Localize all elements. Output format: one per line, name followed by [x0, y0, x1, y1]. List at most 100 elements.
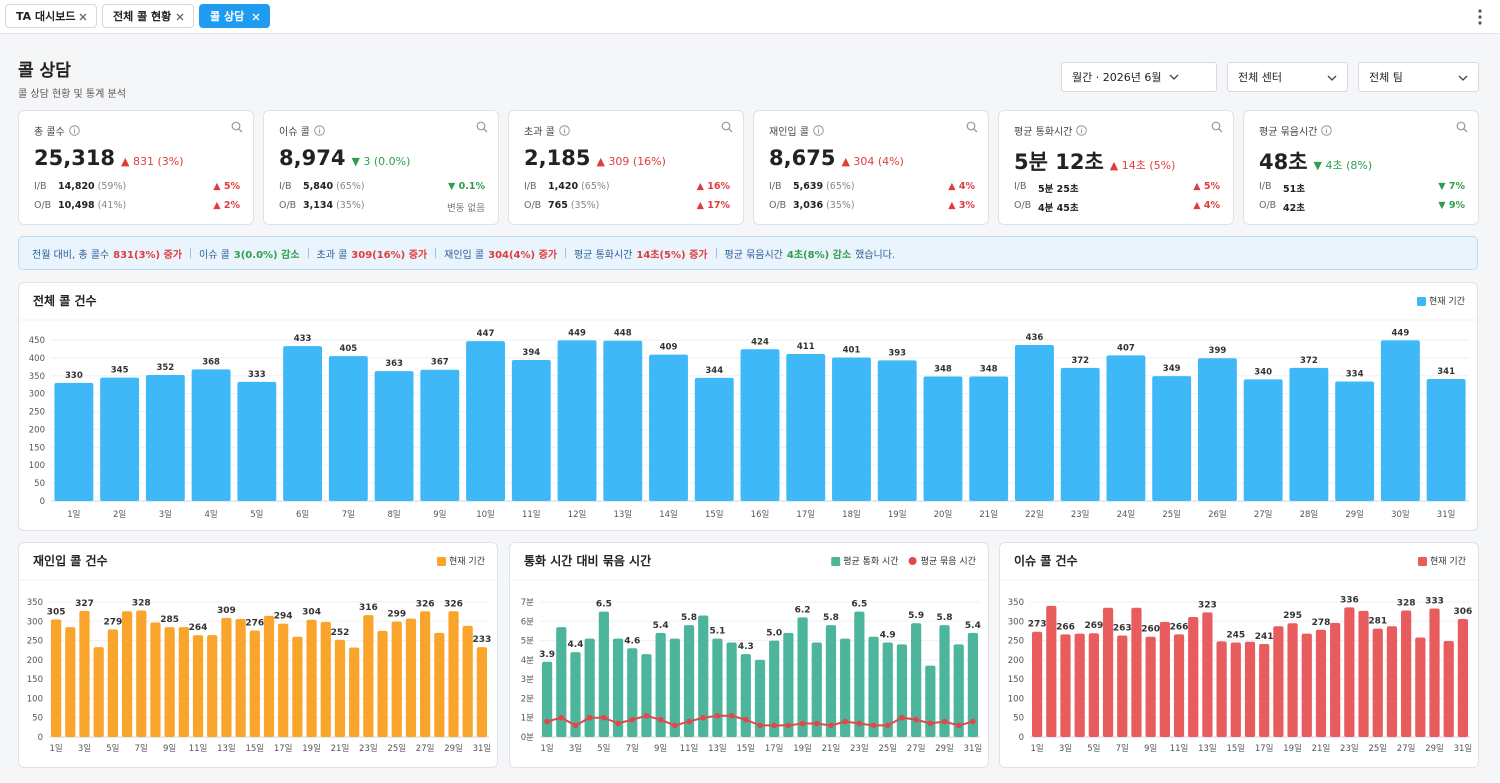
data-label: 345 — [111, 366, 129, 376]
search-icon[interactable] — [476, 121, 488, 133]
chart: 이슈 콜 건수 현재 기간 0 50 100 150 200 250 300 350 1일 3일 5일 7… — [1000, 553, 1478, 754]
tab[interactable]: TA 대시보드 — [5, 4, 97, 28]
search-icon[interactable] — [966, 121, 978, 133]
info-icon — [558, 125, 570, 136]
summary-item: 평균 통화시간 14초(5%) 증가 — [574, 246, 708, 261]
y-tick-label: 5분 — [521, 637, 534, 647]
data-label: 245 — [1226, 631, 1245, 641]
filter-dropdown[interactable]: 전체 팀 — [1358, 62, 1479, 92]
kpi-label-text: 이슈 콜 — [279, 127, 310, 138]
close-icon[interactable] — [79, 13, 87, 21]
data-label: 269 — [1084, 621, 1103, 631]
data-label: 6.5 — [596, 600, 612, 610]
x-tick-label: 31일 — [1437, 510, 1456, 520]
kpi-value-text: 8,974 — [279, 146, 346, 170]
filter-label: 전체 센터 — [1238, 71, 1282, 84]
bar — [377, 630, 388, 737]
data-label: 363 — [385, 359, 403, 369]
data-label: 309 — [217, 606, 236, 616]
x-tick-label: 17일 — [796, 510, 815, 520]
row-value: 42초 — [1283, 203, 1305, 214]
x-tick-label: 5일 — [597, 744, 610, 754]
data-label: 330 — [65, 371, 83, 381]
search-icon[interactable] — [1456, 121, 1468, 133]
y-tick-label: 250 — [29, 408, 45, 418]
bar — [1443, 640, 1454, 737]
row-value: 5분 25초 — [1038, 184, 1079, 195]
x-tick-label: 2일 — [113, 510, 126, 520]
x-tick-label: 24일 — [1117, 510, 1136, 520]
data-label: 336 — [1340, 595, 1359, 605]
data-label: 449 — [1392, 328, 1410, 338]
bar — [923, 376, 963, 501]
more-menu[interactable] — [1476, 8, 1484, 26]
tab[interactable]: 전체 콜 현황 — [102, 4, 194, 28]
x-tick-label: 7일 — [1116, 744, 1129, 754]
line-point — [700, 714, 707, 721]
data-label: 448 — [614, 329, 632, 339]
chart-card: 통화 시간 대비 묶음 시간 평균 묶음 시간 평균 통화 시간 0분 1분 2분 3분 4분… — [509, 542, 989, 768]
y-tick-label: 100 — [27, 694, 43, 704]
bar — [698, 615, 709, 737]
bar — [1106, 355, 1146, 501]
bar — [840, 638, 851, 737]
x-tick-label: 7일 — [626, 744, 639, 754]
x-tick-label: 23일 — [1340, 744, 1359, 754]
tab-label: 전체 콜 현황 — [113, 10, 172, 23]
bar — [868, 636, 879, 737]
search-circle — [1456, 121, 1466, 131]
search-handle — [1463, 128, 1468, 133]
close-glyph — [252, 13, 260, 21]
x-tick-label: 15일 — [1226, 744, 1245, 754]
chevron — [1458, 75, 1468, 81]
search-icon[interactable] — [1211, 121, 1223, 133]
data-label: 278 — [1312, 618, 1331, 628]
bar — [192, 635, 204, 737]
data-label: 349 — [1163, 364, 1181, 374]
filter-label: 전체 팀 — [1369, 71, 1403, 84]
row-value: 3,036 — [793, 200, 824, 211]
y-tick-label: 350 — [27, 598, 43, 608]
row-share: (35%) — [336, 200, 365, 211]
summary-label: 재인입 콜 — [444, 249, 485, 261]
bar — [1386, 626, 1398, 737]
y-tick-label: 100 — [1008, 694, 1024, 704]
x-tick-label: 11일 — [1170, 744, 1189, 754]
line-point — [686, 718, 692, 725]
bar — [420, 369, 460, 501]
filter-dropdown[interactable]: 전체 센터 — [1227, 62, 1348, 92]
search-icon[interactable] — [721, 121, 733, 133]
row-change: ▼ 9% — [1438, 200, 1465, 211]
kpi-label: 초과 콜 — [524, 123, 570, 138]
kpi-label-text: 평균 묶음시간 — [1259, 127, 1318, 138]
data-label: 5.0 — [766, 629, 782, 639]
data-label: 323 — [1198, 600, 1217, 610]
x-tick-label: 10일 — [476, 510, 495, 520]
tab-label: TA 대시보드 — [16, 10, 76, 23]
line-point — [586, 714, 593, 721]
row-share: (65%) — [826, 181, 855, 192]
filter-dropdown[interactable]: 월간 · 2026년 6월 — [1061, 62, 1217, 92]
y-tick-label: 100 — [29, 461, 45, 471]
search-handle — [238, 128, 243, 133]
x-tick-label: 3일 — [1059, 744, 1072, 754]
bar — [925, 665, 936, 737]
bar — [1243, 379, 1283, 501]
line-point — [601, 714, 607, 721]
close-icon[interactable] — [176, 13, 184, 21]
bar — [349, 647, 360, 737]
x-tick-label: 4일 — [204, 510, 217, 520]
data-label: 433 — [294, 334, 312, 344]
close-icon[interactable] — [252, 13, 260, 21]
x-tick-label: 3일 — [569, 744, 582, 754]
bar — [448, 611, 459, 737]
search-icon[interactable] — [231, 121, 243, 133]
chevron — [1327, 75, 1337, 81]
tab[interactable]: 콜 상담 — [199, 4, 270, 28]
line-point — [572, 722, 579, 729]
separator — [564, 248, 566, 258]
summary-label: 전월 대비, 총 콜수 — [32, 249, 110, 261]
x-tick-label: 5일 — [106, 744, 119, 754]
kpi-delta: ▲ 304 (4%) — [841, 155, 904, 168]
row-change: ▲ 4% — [1193, 200, 1220, 211]
